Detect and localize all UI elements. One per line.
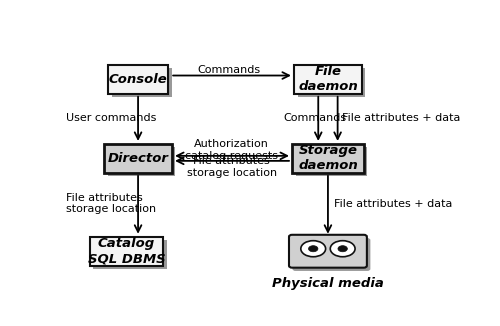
Text: Storage
daemon: Storage daemon bbox=[298, 144, 358, 172]
FancyBboxPatch shape bbox=[292, 144, 364, 173]
Text: File attributes
storage location: File attributes storage location bbox=[66, 193, 156, 214]
FancyBboxPatch shape bbox=[112, 68, 172, 97]
Circle shape bbox=[301, 241, 326, 257]
Text: Catalog
SQL DBMS: Catalog SQL DBMS bbox=[88, 237, 165, 265]
Text: Commands: Commands bbox=[284, 113, 346, 123]
Text: File attributes + data: File attributes + data bbox=[342, 113, 460, 123]
FancyBboxPatch shape bbox=[294, 65, 362, 94]
Circle shape bbox=[308, 246, 318, 252]
Text: File
daemon: File daemon bbox=[298, 65, 358, 93]
Text: Commands: Commands bbox=[198, 66, 260, 76]
Circle shape bbox=[330, 241, 355, 257]
Text: Authorization
catalog requests: Authorization catalog requests bbox=[186, 139, 278, 161]
FancyBboxPatch shape bbox=[108, 65, 168, 94]
FancyBboxPatch shape bbox=[296, 147, 368, 176]
Text: File attributes + data: File attributes + data bbox=[334, 199, 452, 209]
FancyBboxPatch shape bbox=[289, 235, 367, 268]
Text: Director: Director bbox=[108, 152, 168, 165]
FancyBboxPatch shape bbox=[292, 238, 370, 271]
Text: File attributes
storage location: File attributes storage location bbox=[187, 156, 277, 178]
Circle shape bbox=[338, 246, 347, 252]
FancyBboxPatch shape bbox=[90, 237, 163, 266]
FancyBboxPatch shape bbox=[298, 68, 366, 97]
Text: Console: Console bbox=[108, 73, 168, 86]
Text: User commands: User commands bbox=[66, 113, 157, 123]
FancyBboxPatch shape bbox=[104, 144, 172, 173]
FancyBboxPatch shape bbox=[108, 147, 176, 176]
FancyBboxPatch shape bbox=[93, 240, 166, 269]
Text: Physical media: Physical media bbox=[272, 277, 384, 290]
